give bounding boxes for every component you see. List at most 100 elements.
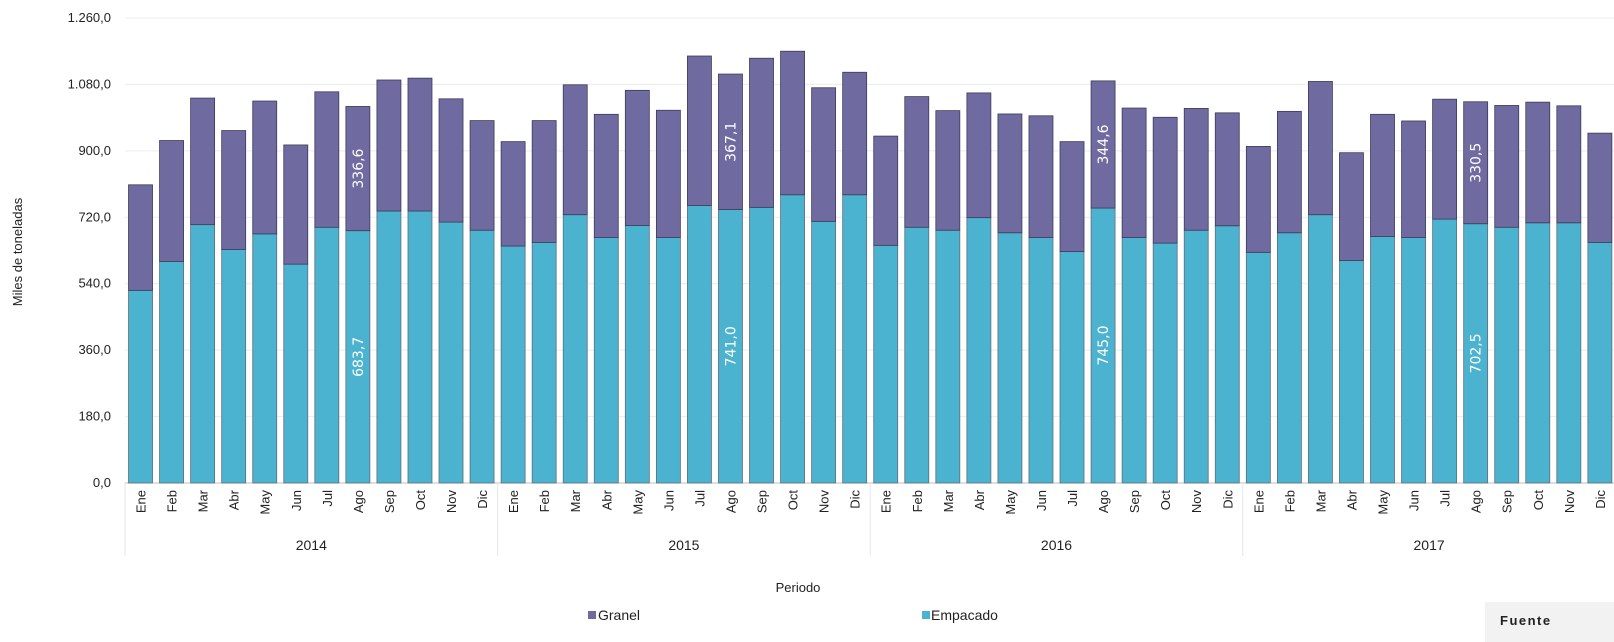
- x-tick-label: Jun: [1407, 490, 1422, 511]
- bar-empacado: [221, 248, 247, 484]
- bar-empacado: [1183, 229, 1209, 484]
- x-tick-label: May: [258, 490, 273, 515]
- bar-empacado: [1432, 218, 1458, 484]
- x-tick-label: Ene: [1251, 490, 1266, 513]
- bar-empacado: [1401, 237, 1426, 484]
- bar-empacado: [562, 214, 588, 484]
- bar-granel: [935, 110, 961, 231]
- x-tick-label: May: [1003, 490, 1018, 515]
- x-tick-label: Abr: [972, 489, 987, 510]
- data-label-granel: 336,6: [351, 148, 367, 188]
- y-tick-label: 0,0: [93, 475, 111, 490]
- bar-granel: [811, 87, 837, 222]
- bar-empacado: [842, 194, 868, 484]
- x-tick-label: Jul: [320, 490, 335, 507]
- legend-swatch-granel: [588, 611, 596, 619]
- bar-granel: [718, 73, 743, 210]
- bar-empacado: [780, 194, 805, 484]
- x-tick-label: Jun: [289, 490, 304, 511]
- x-tick-label: Sep: [755, 490, 770, 513]
- x-tick-label: May: [630, 490, 645, 515]
- year-label: 2015: [668, 537, 699, 553]
- x-tick-label: Nov: [1562, 490, 1577, 514]
- bar-granel: [1587, 132, 1613, 243]
- x-tick-label: Feb: [165, 490, 180, 512]
- bar-empacado: [1028, 237, 1054, 484]
- x-tick-label: Oct: [786, 490, 801, 511]
- bar-granel: [904, 96, 930, 228]
- x-tick-label: Oct: [413, 490, 428, 511]
- x-tick-label: Dic: [848, 490, 863, 509]
- bar-empacado: [190, 224, 216, 484]
- bar-granel: [1401, 120, 1426, 238]
- bar-empacado: [1494, 226, 1520, 484]
- x-tick-label: Feb: [910, 490, 925, 512]
- bar-empacado: [159, 261, 184, 484]
- legend-label-empacado: Empacado: [931, 607, 998, 623]
- bar-granel: [345, 106, 371, 232]
- bar-granel: [966, 92, 992, 219]
- bar-granel: [1432, 98, 1458, 220]
- x-tick-label: May: [1376, 490, 1391, 515]
- bar-empacado: [873, 244, 899, 484]
- year-label: 2014: [296, 537, 327, 553]
- bar-empacado: [1339, 260, 1364, 484]
- bar-granel: [780, 50, 805, 196]
- bar-granel: [1214, 112, 1240, 227]
- bar-granel: [593, 113, 619, 238]
- x-tick-label: Sep: [382, 490, 397, 513]
- x-tick-label: Ene: [134, 490, 149, 513]
- bar-granel: [842, 71, 868, 196]
- bar-granel: [1183, 108, 1209, 231]
- x-tick-label: Oct: [1531, 490, 1546, 511]
- bar-granel: [1121, 107, 1147, 238]
- bar-empacado: [1090, 207, 1116, 484]
- bars: [128, 50, 1613, 484]
- bar-empacado: [407, 210, 433, 484]
- x-tick-label: Abr: [599, 489, 614, 510]
- x-tick-label: Sep: [1127, 490, 1142, 513]
- bar-granel: [1152, 116, 1178, 244]
- legend-swatch-empacado: [922, 611, 930, 619]
- bar-empacado: [1556, 222, 1582, 484]
- bar-empacado: [345, 230, 371, 484]
- x-tick-label: Dic: [1220, 490, 1235, 509]
- bar-empacado: [1308, 214, 1333, 484]
- year-label: 2016: [1041, 537, 1072, 553]
- bar-granel: [1494, 105, 1520, 228]
- legend: Granel Empacado: [588, 607, 998, 623]
- bar-empacado: [283, 263, 309, 484]
- bar-granel: [376, 79, 402, 212]
- bar-granel: [283, 144, 309, 265]
- bar-empacado: [469, 229, 495, 484]
- x-tick-label: Jul: [1065, 490, 1080, 507]
- x-tick-label: Abr: [1344, 489, 1359, 510]
- bar-granel: [1556, 105, 1582, 224]
- bar-empacado: [531, 241, 557, 484]
- bar-granel: [159, 140, 184, 262]
- x-tick-label: Ago: [1469, 490, 1484, 513]
- x-tick-label: Nov: [444, 490, 459, 514]
- x-tick-label: Sep: [1500, 490, 1515, 513]
- bar-empacado: [1370, 236, 1395, 484]
- legend-label-granel: Granel: [598, 607, 640, 623]
- y-tick-label: 540,0: [78, 276, 111, 291]
- x-tick-label: Mar: [1313, 489, 1328, 512]
- bar-granel: [655, 109, 681, 238]
- x-tick-label: Abr: [227, 489, 242, 510]
- bar-granel: [997, 113, 1023, 234]
- x-tick-label: Feb: [537, 490, 552, 512]
- bar-granel: [190, 97, 216, 226]
- bar-granel: [1028, 115, 1054, 238]
- x-tick-label: Jun: [1034, 490, 1049, 511]
- bar-granel: [1525, 101, 1551, 224]
- bar-empacado: [1587, 241, 1613, 484]
- data-label-granel: 367,1: [723, 122, 739, 162]
- data-label-granel: 330,5: [1469, 143, 1485, 183]
- x-tick-label: Jul: [1438, 490, 1453, 507]
- y-tick-label: 1.080,0: [68, 76, 111, 91]
- x-tick-label: Nov: [817, 490, 832, 514]
- bar-granel: [407, 77, 433, 212]
- data-label-granel: 344,6: [1096, 124, 1112, 164]
